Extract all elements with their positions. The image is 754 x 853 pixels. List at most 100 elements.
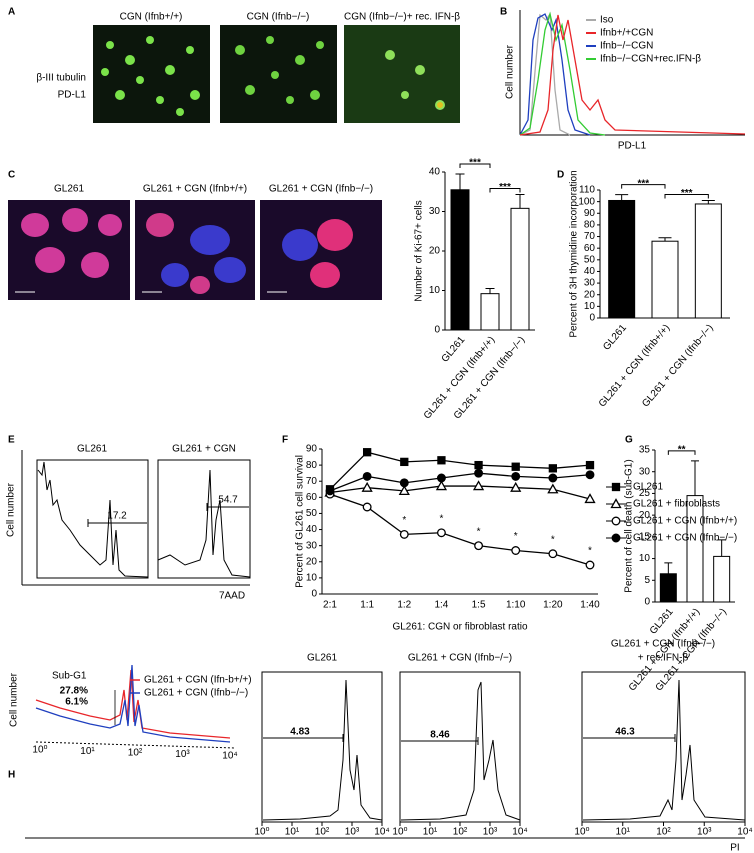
panel-label: E [8,435,15,446]
stain-label: β-III tubulin [36,73,86,84]
error-bar [717,539,726,557]
y-tick-label: 10 [306,573,318,584]
y-tick-label: 10 [584,301,596,312]
y-tick-label: 35 [639,445,651,456]
y-tick-label: 30 [584,278,596,289]
y-tick-label: 0 [589,313,595,324]
gate-label: Sub-G1 [52,671,87,682]
legend-label: Ifnb−/−CGN [600,41,653,52]
y-tick-label: 10 [639,553,651,564]
error-bar [455,173,465,190]
stain-label: PD-L1 [58,90,87,101]
y-tick-label: 30 [429,206,441,217]
marker [399,478,409,488]
bar [450,189,470,331]
histogram-title: GL261 + CGN (Ifnb−/−) [611,639,715,650]
significance-label: *** [637,178,649,189]
marker [548,549,558,559]
error-bar [485,288,495,294]
marker [474,468,484,478]
y-tick-label: 30 [306,540,318,551]
percent-label: 27.8% [60,686,88,697]
marker [585,560,595,570]
marker [585,460,595,470]
y-axis-label: Percent of GL261 cell survival [295,455,306,588]
line [329,485,591,500]
y-tick-label: 0 [434,325,440,336]
x-tick-label: 1:5 [472,600,486,611]
bar [713,555,731,603]
x-tick-label: 10⁰ [32,745,47,756]
image-title: GL261 + CGN (Ifnb−/−) [269,184,373,195]
marker [511,471,521,481]
y-tick-label: 30 [639,466,651,477]
y-tick-label: 50 [584,254,596,265]
panel-label: F [282,435,288,446]
bar [608,199,636,319]
histogram [519,10,746,136]
y-tick-label: 0 [644,597,650,608]
line [329,493,591,566]
marker [474,541,484,551]
micrograph [8,200,382,300]
significance-bracket [489,188,521,193]
x-tick-label: GL261 [601,322,629,352]
x-tick-label: 10² [656,827,671,838]
y-tick-label: 40 [306,524,318,535]
x-tick-label: 10³ [175,749,190,760]
x-tick-label: 10¹ [616,827,631,838]
marker [510,481,522,492]
significance-label: *** [499,182,511,193]
legend-label: GL261 + CGN (Ifnb−/−) [633,533,737,544]
legend-label: GL261 [633,482,663,493]
x-tick-label: 10² [453,827,468,838]
x-tick-label: 1:40 [580,600,600,611]
x-axis-label: GL261: CGN or fibroblast ratio [392,622,527,633]
y-tick-label: 100 [578,196,595,207]
image-title: GL261 + CGN (Ifnb+/+) [143,184,247,195]
marker [547,483,559,494]
x-tick-label: 1:4 [434,600,448,611]
bar [686,495,704,603]
bar [659,573,677,603]
marker [436,528,446,538]
line [329,451,591,490]
bar [694,203,722,319]
marker [610,498,622,509]
x-tick-label: 10⁰ [574,827,589,838]
significance-bracket [459,163,491,168]
bar [651,240,679,319]
legend-label: Ifnb−/−CGN+rec.IFN-β [600,54,701,65]
x-axis-label: PD-L1 [618,141,647,152]
x-tick-label: 10³ [483,827,498,838]
legend-label: GL261 + CGN (Ifn-b+/+) [144,675,252,686]
y-tick-label: 20 [306,556,318,567]
significance-label: ** [678,444,686,455]
panel-label: D [557,170,564,181]
marker [511,546,521,555]
marker [400,457,409,467]
image-title: CGN (Ifnb−/−) [247,12,310,23]
y-tick-label: 40 [584,266,596,277]
histogram-title: GL261 + CGN [172,444,236,455]
y-tick-label: 15 [639,531,651,542]
y-axis-label: Percent of 3H thymidine incorporation [569,170,580,337]
error-bar [658,237,672,242]
error-bar [615,194,629,201]
histogram [21,450,251,586]
marker [611,516,621,526]
y-tick-label: 10 [429,285,441,296]
y-tick-label: 60 [584,243,596,254]
histogram-title: + rec.IFN-β [638,653,689,664]
significance-label: * [514,531,518,542]
x-tick-label: 1:20 [543,600,563,611]
image-title: CGN (Ifnb−/−)+ rec. IFN-β [344,12,460,23]
gate-label: 4.83 [290,727,310,738]
y-tick-label: 70 [584,231,596,242]
marker [436,473,446,483]
significance-label: * [477,526,481,537]
y-tick-label: 90 [584,208,596,219]
x-tick-label: 1:10 [506,600,526,611]
x-tick-label: 10¹ [285,827,300,838]
marker [548,473,558,483]
